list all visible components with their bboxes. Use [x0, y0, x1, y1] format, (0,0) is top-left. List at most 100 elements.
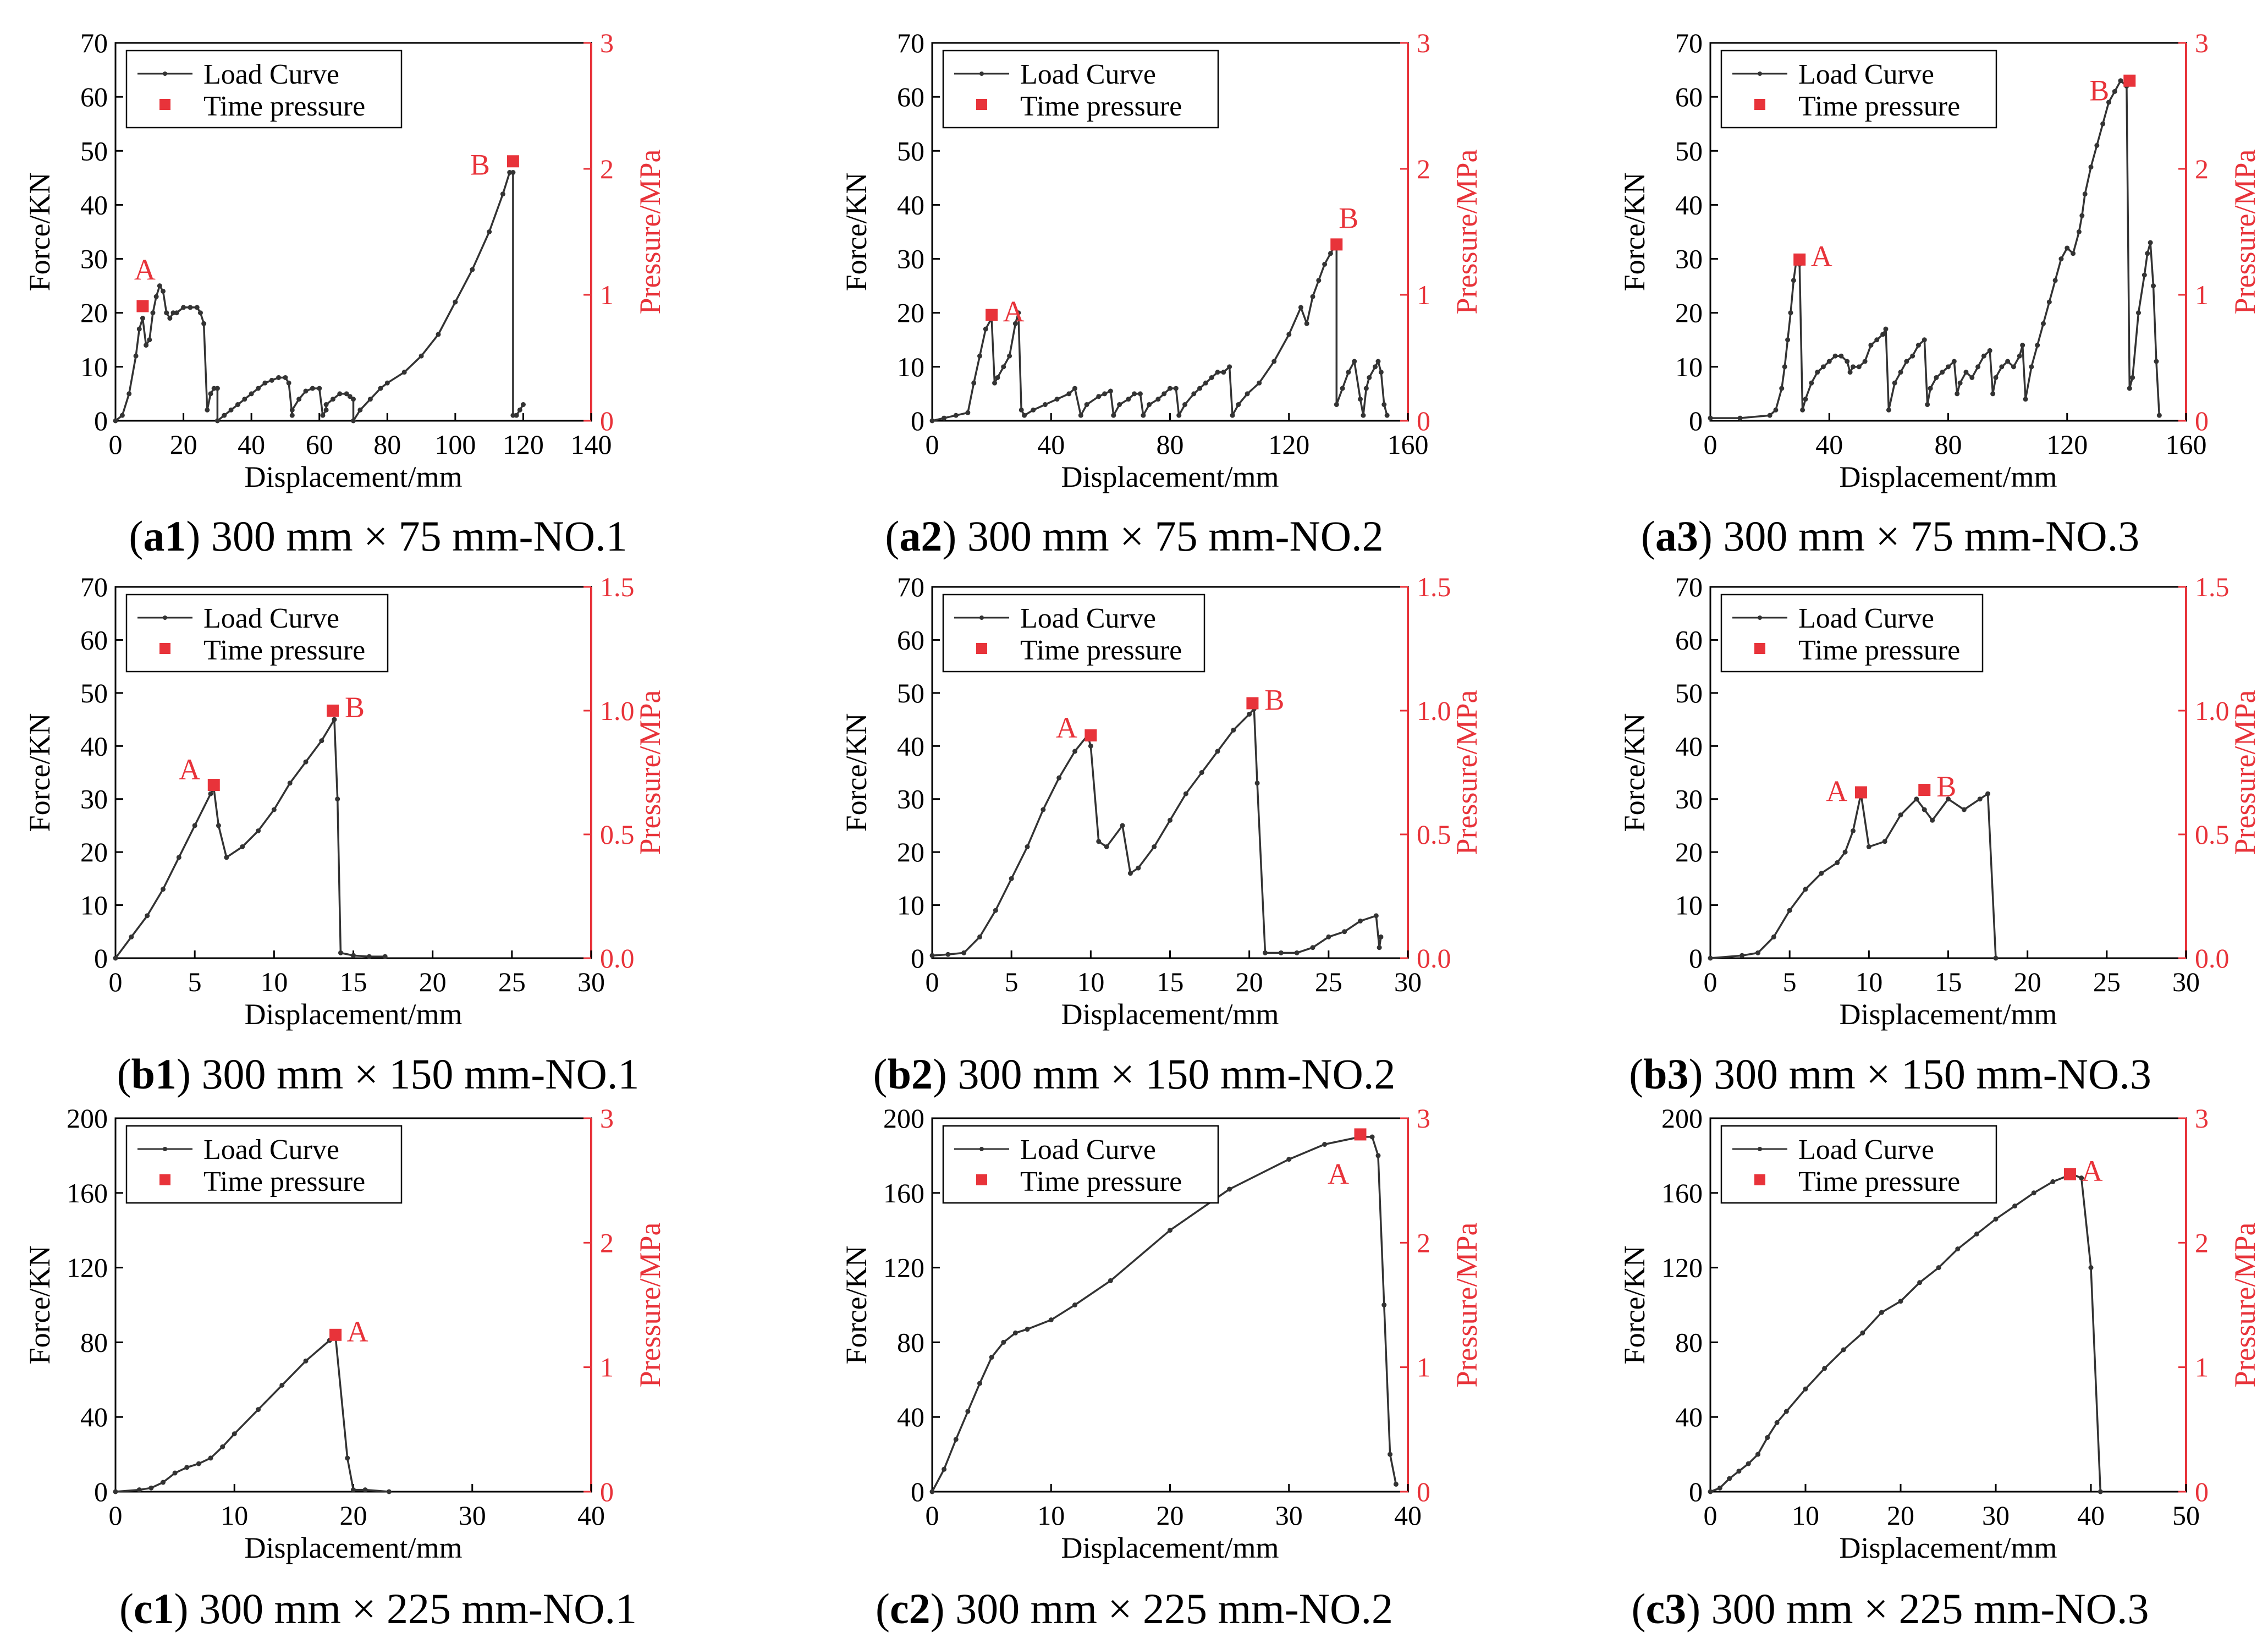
y-tick-label: 50: [80, 678, 108, 708]
legend-marker-swatch: [976, 1174, 987, 1185]
caption-a3: (a3) 300 mm × 75 mm-NO.3: [1641, 512, 2140, 560]
x-tick-label: 120: [503, 429, 544, 460]
load-curve-point: [382, 954, 388, 959]
legend-line-dot: [1758, 615, 1762, 620]
y2-axis-label: Pressure/MPa: [634, 149, 667, 314]
x-tick-label: 30: [1394, 966, 1422, 997]
load-curve-point: [1209, 375, 1214, 380]
x-tick-label: 15: [1157, 966, 1184, 997]
load-curve-point: [2079, 1175, 2084, 1181]
load-curve-point: [208, 791, 213, 796]
y-tick-label: 80: [1675, 1327, 1703, 1357]
load-curve-point: [1245, 391, 1250, 397]
y-axis-label: Force/KN: [840, 713, 873, 832]
load-curve-point: [296, 397, 302, 402]
load-curve-point: [1928, 386, 1933, 391]
load-curve-point: [1879, 1310, 1884, 1315]
legend-line-dot: [163, 615, 167, 620]
y2-axis-label: Pressure/MPa: [2228, 149, 2261, 314]
y-tick-label: 120: [1661, 1252, 1703, 1283]
load-curve-point: [362, 1487, 368, 1493]
load-curve-point: [1917, 1280, 1923, 1285]
load-curve-point: [1746, 1461, 1751, 1466]
legend-box: [942, 50, 1219, 129]
load-curve-point: [167, 316, 173, 321]
load-curve-point: [1993, 375, 1999, 380]
load-curve-point: [222, 413, 227, 418]
load-curve-point: [1215, 370, 1220, 375]
load-curve-point: [2020, 343, 2025, 348]
y2-tick-label: 0: [2195, 1476, 2209, 1507]
y-tick-label: 120: [67, 1252, 108, 1283]
load-curve-point: [1066, 391, 1072, 397]
load-curve-point: [1286, 1157, 1292, 1162]
load-curve-point: [1168, 386, 1172, 391]
load-curve-point: [2118, 78, 2123, 84]
load-curve-point: [303, 1358, 309, 1364]
load-curve-point: [1102, 391, 1108, 397]
load-curve-point: [929, 418, 935, 424]
legend-label-curve: Load Curve: [1020, 1134, 1156, 1166]
y2-tick-label: 1: [1417, 1352, 1430, 1383]
load-curve-point: [1975, 364, 1981, 370]
load-curve-point: [262, 380, 268, 386]
load-curve-point: [1132, 391, 1137, 397]
load-curve-point: [164, 310, 169, 316]
load-curve-point: [1791, 278, 1796, 283]
marker-label-A: A: [179, 753, 200, 786]
load-curve-point: [1922, 337, 1927, 343]
x-tick-label: 10: [260, 966, 288, 997]
load-curve-point: [1936, 1265, 1941, 1271]
load-curve-point: [1088, 743, 1093, 749]
load-curve-point: [2088, 1265, 2094, 1271]
chart-a3: 0 40 80 120 1600102030405060700123Displaceme…: [1618, 28, 2261, 493]
y-tick-label: 200: [1661, 1103, 1703, 1134]
x-axis-label: Displacement/mm: [245, 1531, 463, 1564]
load-curve-point: [136, 326, 142, 332]
x-tick-label: 60: [306, 429, 333, 460]
load-curve-point: [1378, 370, 1384, 375]
load-curve-point: [2052, 278, 2058, 283]
load-curve-point: [386, 1489, 392, 1494]
y2-tick-label: 1: [2195, 1352, 2209, 1383]
load-curve-point: [287, 780, 293, 786]
load-curve-point: [1963, 370, 1969, 375]
load-curve-point: [1785, 337, 1791, 343]
x-tick-label: 0: [109, 966, 123, 997]
load-curve-point: [2041, 321, 2046, 326]
load-curve-point: [1377, 945, 1382, 950]
caption-b3: (b3) 300 mm × 150 mm-NO.3: [1629, 1050, 2151, 1098]
marker-B: [1330, 238, 1343, 251]
y2-tick-label: 0: [1417, 1476, 1430, 1507]
y-axis-label: Force/KN: [840, 173, 873, 292]
load-curve-point: [303, 759, 309, 765]
legend-label-marker: Time pressure: [203, 635, 365, 666]
load-curve-point: [436, 332, 441, 337]
load-curve-point: [224, 855, 229, 860]
y2-axis-label: Pressure/MPa: [1450, 1222, 1483, 1387]
load-curve-point: [2031, 1190, 2036, 1196]
load-curve-point: [1012, 321, 1018, 326]
load-curve-point: [983, 326, 988, 332]
load-curve-point: [161, 1480, 166, 1485]
load-curve-point: [1803, 887, 1808, 892]
marker-label-B: B: [2089, 74, 2109, 107]
load-curve-point: [1231, 727, 1236, 733]
load-curve-point: [2071, 251, 2076, 256]
marker-A: [1085, 729, 1097, 741]
load-curve-point: [174, 310, 179, 316]
marker-label-A: A: [347, 1315, 368, 1348]
x-axis-label: Displacement/mm: [1840, 998, 2057, 1031]
legend-box: [125, 50, 403, 129]
legend-label-marker: Time pressure: [1798, 635, 1960, 666]
load-curve-point: [1358, 919, 1363, 924]
load-curve-point: [1773, 407, 1779, 413]
y2-tick-label: 1: [1417, 279, 1430, 310]
legend-label-marker: Time pressure: [1020, 91, 1182, 122]
load-curve-point: [310, 386, 315, 391]
load-curve-point: [1111, 413, 1116, 418]
load-curve-point: [2154, 359, 2159, 364]
legend-marker-swatch: [159, 643, 170, 654]
load-curve-point: [2094, 142, 2100, 148]
